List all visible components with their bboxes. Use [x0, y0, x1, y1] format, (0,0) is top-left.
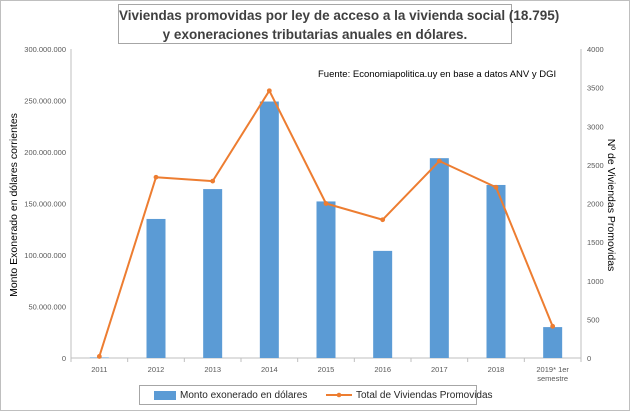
line-point — [153, 174, 159, 180]
line-point — [96, 354, 102, 359]
y-axis-right-label: Nº de Viviendas Promovidas — [605, 138, 617, 272]
y-axis-left-label: Monto Exonerado en dólares corrientes — [8, 113, 20, 297]
y-left-tick-label: 150.000.000 — [24, 200, 66, 209]
x-tick-label: 2012 — [148, 365, 165, 374]
y-left-tick-label: 100.000.000 — [24, 251, 66, 260]
line-point — [210, 178, 216, 184]
x-tick-label: 2013 — [204, 365, 221, 374]
bar — [429, 158, 449, 358]
y-right-tick-label: 1500 — [587, 238, 604, 247]
x-tick-label: 2018 — [488, 365, 505, 374]
source-note: Fuente: Economiapolitica.uy en base a da… — [318, 69, 557, 80]
legend-line-swatch — [326, 392, 352, 398]
line-point — [550, 323, 556, 329]
legend-bar-label: Monto exonerado en dólares — [180, 390, 308, 401]
bar-series — [89, 101, 563, 358]
y-left-tick-label: 50.000.000 — [28, 303, 66, 312]
line-point — [323, 201, 329, 206]
y-left-tick-label: 250.000.000 — [24, 97, 66, 106]
x-tick-label: 2016 — [374, 365, 391, 374]
y-right-tick-label: 1000 — [587, 277, 604, 286]
line-point — [266, 88, 272, 94]
x-tick-label: 2017 — [431, 365, 448, 374]
y-right-tick-label: 3000 — [587, 122, 604, 131]
line-point — [436, 158, 442, 164]
chart-title-line-2: y exoneraciones tributarias anuales en d… — [162, 27, 468, 42]
bar — [259, 101, 279, 358]
line-series — [96, 88, 556, 359]
y-right-tick-label: 2000 — [587, 200, 604, 209]
legend-line-label: Total de Viviendas Promovidas — [356, 390, 493, 401]
y-right-tick-label: 2500 — [587, 161, 604, 170]
chart-legend: Monto exonerado en dólares Total de Vivi… — [139, 385, 493, 405]
line-point — [380, 217, 386, 223]
bar — [203, 189, 223, 358]
x-tick-label: 2011 — [91, 365, 107, 374]
x-tick-label: 2015 — [318, 365, 335, 374]
y-left-tick-label: 200.000.000 — [24, 148, 66, 157]
bar — [316, 201, 336, 358]
bar — [373, 250, 393, 358]
tick-labels: 0 50.000.000 100.000.000 150.000.000 200.000… — [24, 45, 603, 383]
y-left-tick-label: 300.000.000 — [24, 45, 66, 54]
line-point — [493, 184, 499, 190]
x-tick-label: 2019* 1er — [536, 365, 569, 374]
y-right-tick-label: 3500 — [587, 84, 604, 93]
chart-title-line-1: Viviendas promovidas por ley de acceso a… — [119, 8, 560, 23]
chart-title: Viviendas promovidas por ley de acceso a… — [118, 4, 560, 44]
legend-bar-swatch — [154, 391, 176, 400]
x-tick-label: semestre — [537, 374, 568, 383]
y-right-tick-label: 500 — [587, 315, 600, 324]
y-right-tick-label: 4000 — [587, 45, 604, 54]
bar — [543, 327, 563, 358]
y-right-tick-label: 0 — [587, 354, 591, 363]
bar — [146, 218, 166, 358]
x-tick-label: 2014 — [261, 365, 278, 374]
bar — [486, 184, 506, 358]
y-left-tick-label: 0 — [62, 354, 66, 363]
